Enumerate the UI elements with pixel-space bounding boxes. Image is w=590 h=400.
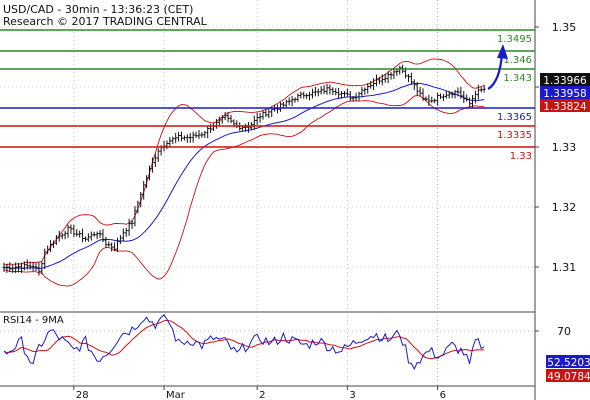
date-tick-label: 3 [349, 390, 355, 400]
price-axis-label: 1.31 [552, 261, 577, 274]
price-tag-blue [540, 86, 590, 99]
price-tag-label: 1.33966 [543, 75, 587, 87]
pivot-line-label: 1.3365 [497, 112, 532, 123]
rsi-tag-red [546, 369, 590, 382]
support-line-label: 1.33 [510, 151, 532, 162]
date-tick-label: 2 [259, 390, 265, 400]
rsi-axis-label: 70 [557, 325, 571, 338]
date-tick-label: 6 [440, 390, 446, 400]
price-axis-label: 1.33 [552, 141, 577, 154]
chart-header-symbol: USD/CAD - 30min - 13:36:23 (CET) [3, 3, 194, 16]
resistance-line-label: 1.346 [503, 55, 532, 66]
price-axis-label: 1.35 [552, 21, 577, 34]
rsi-tag-label: 52.5203 [547, 357, 590, 369]
resistance-line-label: 1.343 [503, 73, 532, 84]
resistance-line-label: 1.3495 [497, 34, 532, 45]
rsi-header: RSI14 - 9MA [3, 315, 64, 326]
price-axis-label: 1.32 [552, 201, 577, 214]
rsi-tag-blue [546, 355, 590, 368]
price-bars [2, 64, 486, 276]
price-tag-current [540, 73, 590, 86]
date-tick-label: Mar [166, 390, 186, 400]
bollinger-lower-band [3, 95, 485, 287]
support-line-label: 1.3335 [497, 130, 532, 141]
rsi-ma-line [3, 319, 485, 360]
price-tag-label: 1.33824 [543, 101, 587, 113]
rsi-line [3, 314, 485, 371]
bollinger-upper-band [3, 58, 485, 266]
chart-header-copyright: Research © 2017 TRADING CENTRAL [3, 15, 207, 28]
projection-arrowhead [497, 44, 508, 59]
moving-average-line [3, 82, 485, 270]
price-tag-red [540, 99, 590, 112]
rsi-tag-label: 49.0784 [547, 371, 590, 383]
date-tick-label: 28 [76, 390, 89, 400]
price-tag-label: 1.33958 [543, 88, 586, 100]
